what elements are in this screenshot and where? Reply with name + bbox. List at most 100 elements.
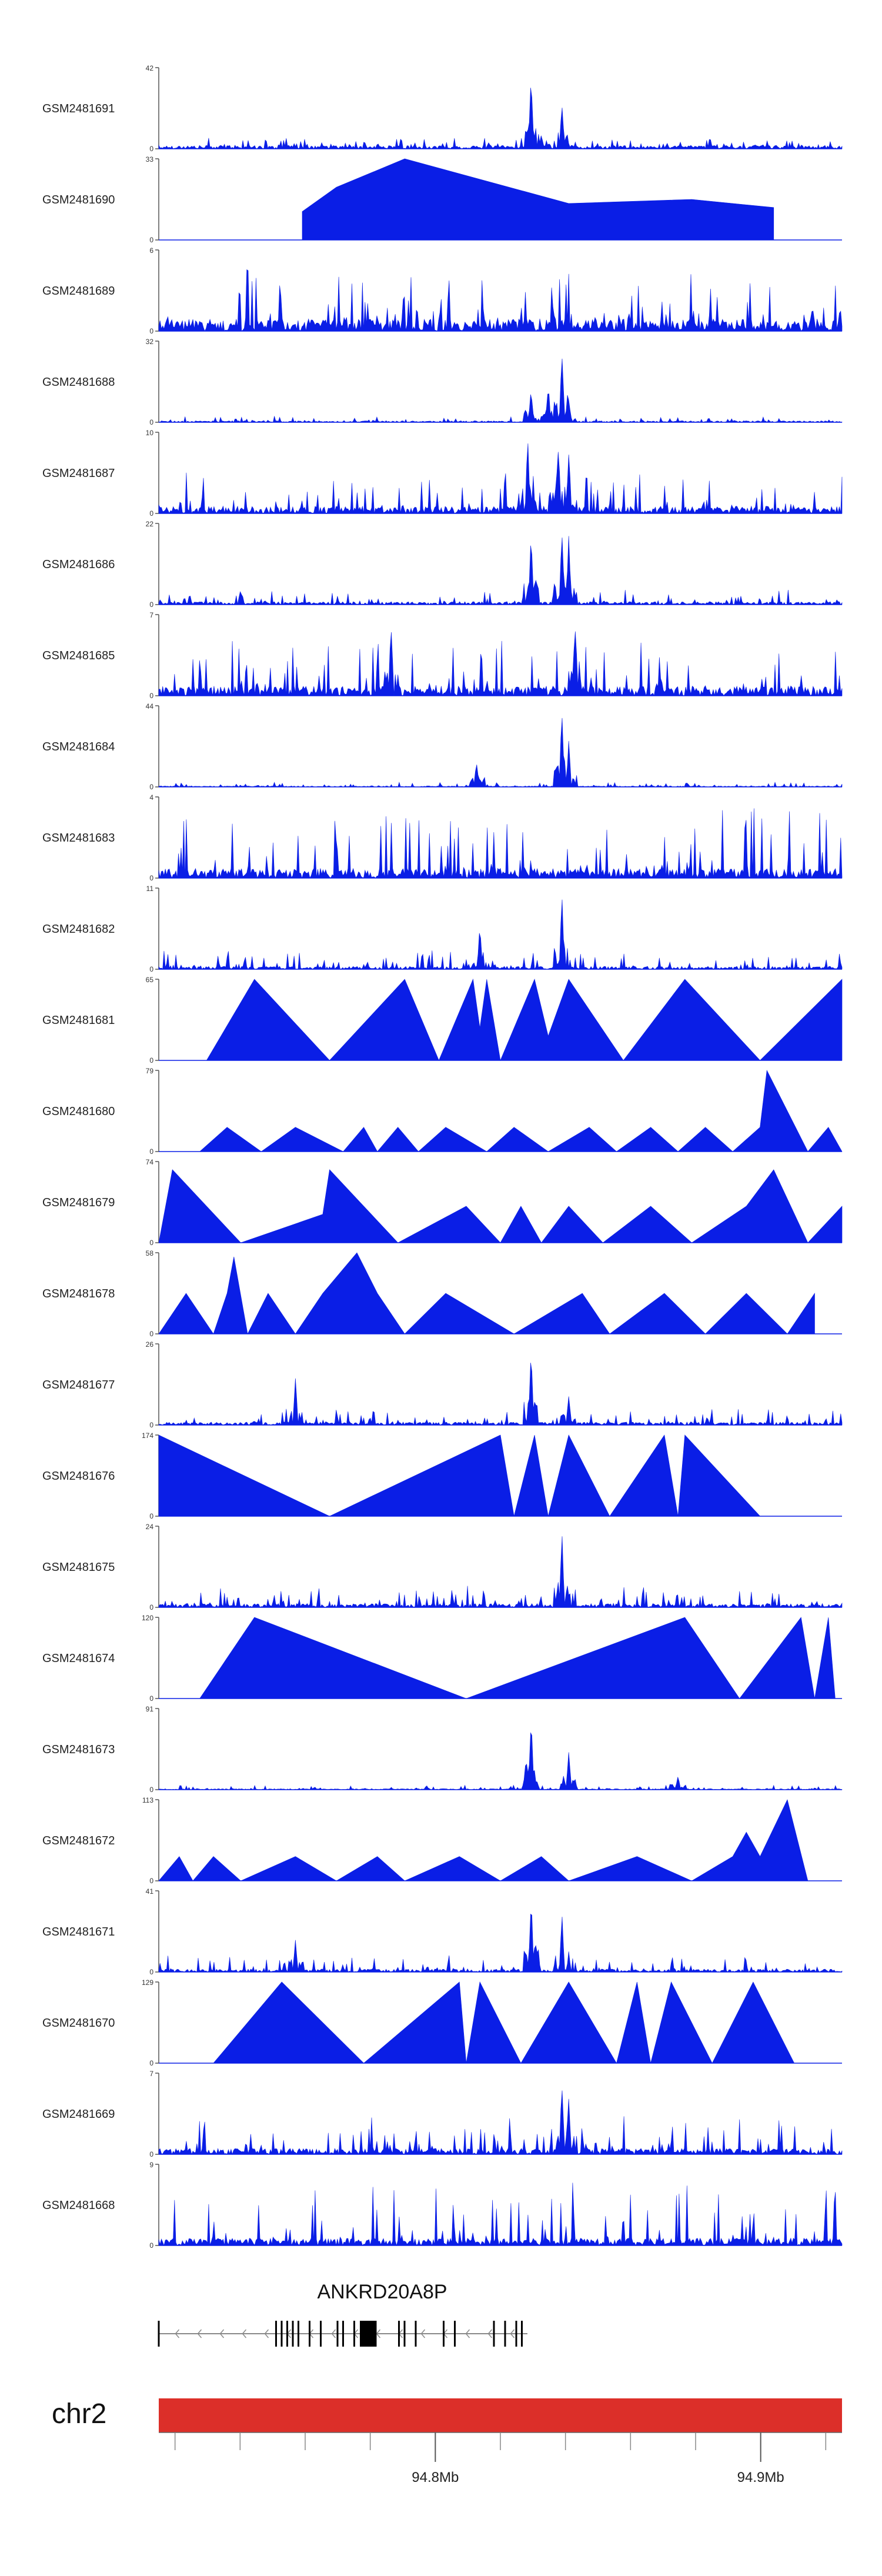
track-label: GSM2481671: [42, 1926, 115, 1938]
track-GSM2481673: GSM2481673 91 0: [42, 1705, 843, 1794]
gene-exon: [309, 2321, 310, 2347]
track-label: GSM2481680: [42, 1105, 115, 1118]
track-GSM2481683: GSM2481683 4 0: [42, 793, 843, 882]
y-axis-min-label: 0: [149, 1239, 153, 1247]
track-GSM2481688: GSM2481688 32 0: [42, 338, 843, 426]
y-axis-min-label: 0: [149, 1694, 153, 1703]
track-label: GSM2481682: [42, 923, 115, 936]
y-axis-min-label: 0: [149, 692, 153, 700]
track-label: GSM2481690: [42, 193, 115, 206]
gene-exon: [275, 2321, 277, 2347]
gene-exon: [342, 2321, 344, 2347]
track-label: GSM2481687: [42, 467, 115, 480]
y-axis-min-label: 0: [149, 236, 153, 244]
signal-area: [158, 1252, 815, 1334]
strand-arrow-icon: [420, 2329, 426, 2338]
y-axis-min-label: 0: [149, 600, 153, 609]
gene-exon: [336, 2321, 339, 2347]
track-GSM2481678: GSM2481678 58 0: [42, 1249, 842, 1338]
signal-area: [199, 1617, 836, 1699]
strand-arrow-icon: [219, 2329, 225, 2338]
chromosome-bar: [159, 2398, 842, 2432]
strand-arrow-icon: [487, 2329, 493, 2338]
signal-area: [213, 1981, 795, 2064]
track-GSM2481679: GSM2481679 74 0: [42, 1158, 843, 1247]
track-label: GSM2481670: [42, 2017, 115, 2030]
track-GSM2481687: GSM2481687 10 0: [42, 429, 843, 518]
strand-arrow-icon: [175, 2329, 180, 2338]
gene-exon: [398, 2321, 400, 2347]
y-axis-min-label: 0: [149, 1056, 153, 1065]
track-GSM2481686: GSM2481686 22 0: [42, 520, 843, 609]
track-label: GSM2481679: [42, 1196, 115, 1209]
y-axis-max-label: 33: [146, 155, 154, 163]
y-axis-min-label: 0: [149, 1786, 153, 1794]
track-label: GSM2481676: [42, 1470, 115, 1483]
track-GSM2481682: GSM2481682 11 0: [42, 885, 843, 973]
y-axis-max-label: 24: [146, 1523, 154, 1531]
track-label: GSM2481686: [42, 558, 115, 571]
track-label: GSM2481684: [42, 740, 115, 753]
strand-arrow-icon: [465, 2329, 470, 2338]
y-axis-min-label: 0: [149, 874, 153, 882]
track-GSM2481691: GSM2481691 42 0: [42, 64, 843, 153]
y-axis-min-label: 0: [149, 1421, 153, 1429]
y-axis-max-label: 7: [149, 2070, 153, 2078]
y-axis-max-label: 58: [146, 1249, 154, 1257]
signal-area: [158, 1169, 843, 1243]
strand-arrow-icon: [197, 2329, 202, 2338]
track-GSM2481677: GSM2481677 26 0: [42, 1340, 843, 1429]
track-label: GSM2481677: [42, 1379, 115, 1392]
y-axis-max-label: 4: [149, 793, 153, 802]
track-GSM2481668: GSM2481668 9 0: [42, 2161, 843, 2250]
gene-exon: [280, 2321, 283, 2347]
y-axis-min-label: 0: [149, 1147, 153, 1156]
track-GSM2481676: GSM2481676 174 0: [42, 1432, 842, 1520]
y-axis-max-label: 74: [146, 1158, 154, 1166]
track-label: GSM2481681: [42, 1014, 115, 1027]
strand-arrow-icon: [510, 2329, 515, 2338]
y-axis-max-label: 7: [149, 611, 153, 619]
track-label: GSM2481689: [42, 285, 115, 298]
y-axis-min-label: 0: [149, 145, 153, 153]
track-GSM2481685: GSM2481685 7 0: [42, 611, 843, 700]
y-axis-max-label: 10: [146, 429, 154, 437]
y-axis-max-label: 44: [146, 702, 154, 710]
gene-exon: [158, 2321, 160, 2347]
y-axis-min-label: 0: [149, 965, 153, 973]
gene-coding-block: [360, 2321, 377, 2347]
signal-area: [158, 1799, 808, 1881]
gene-name-label: ANKRD20A8P: [317, 2281, 447, 2303]
y-axis-max-label: 26: [146, 1340, 154, 1349]
y-axis-max-label: 42: [146, 64, 154, 72]
y-axis-min-label: 0: [149, 327, 153, 335]
y-axis-max-label: 9: [149, 2161, 153, 2169]
track-label: GSM2481672: [42, 1834, 115, 1847]
y-axis-max-label: 11: [146, 885, 154, 893]
y-axis-max-label: 22: [146, 520, 154, 528]
track-GSM2481674: GSM2481674 120 0: [42, 1614, 842, 1703]
y-axis-max-label: 6: [149, 246, 153, 255]
signal-area: [158, 358, 843, 423]
signal-area: [158, 631, 843, 696]
y-axis-max-label: 113: [142, 1796, 153, 1804]
gene-exon: [493, 2321, 495, 2347]
gene-exon: [454, 2321, 456, 2347]
chromosome-axis: chr2 94.8Mb 94.9Mb: [52, 2398, 842, 2485]
signal-area: [158, 1363, 843, 1426]
track-label: GSM2481691: [42, 102, 115, 115]
signal-area: [158, 1913, 843, 1973]
y-axis-max-label: 129: [142, 1978, 153, 1987]
track-label: GSM2481668: [42, 2199, 115, 2212]
track-GSM2481671: GSM2481671 41 0: [42, 1887, 843, 1976]
y-axis-max-label: 65: [146, 976, 154, 984]
signal-area: [158, 1434, 761, 1517]
axis-tick-label: 94.9Mb: [737, 2470, 784, 2485]
track-label: GSM2481669: [42, 2108, 115, 2121]
track-label: GSM2481673: [42, 1743, 115, 1756]
signal-area: [158, 88, 843, 149]
track-GSM2481684: GSM2481684 44 0: [42, 702, 843, 791]
track-GSM2481675: GSM2481675 24 0: [42, 1523, 843, 1611]
track-label: GSM2481685: [42, 649, 115, 662]
